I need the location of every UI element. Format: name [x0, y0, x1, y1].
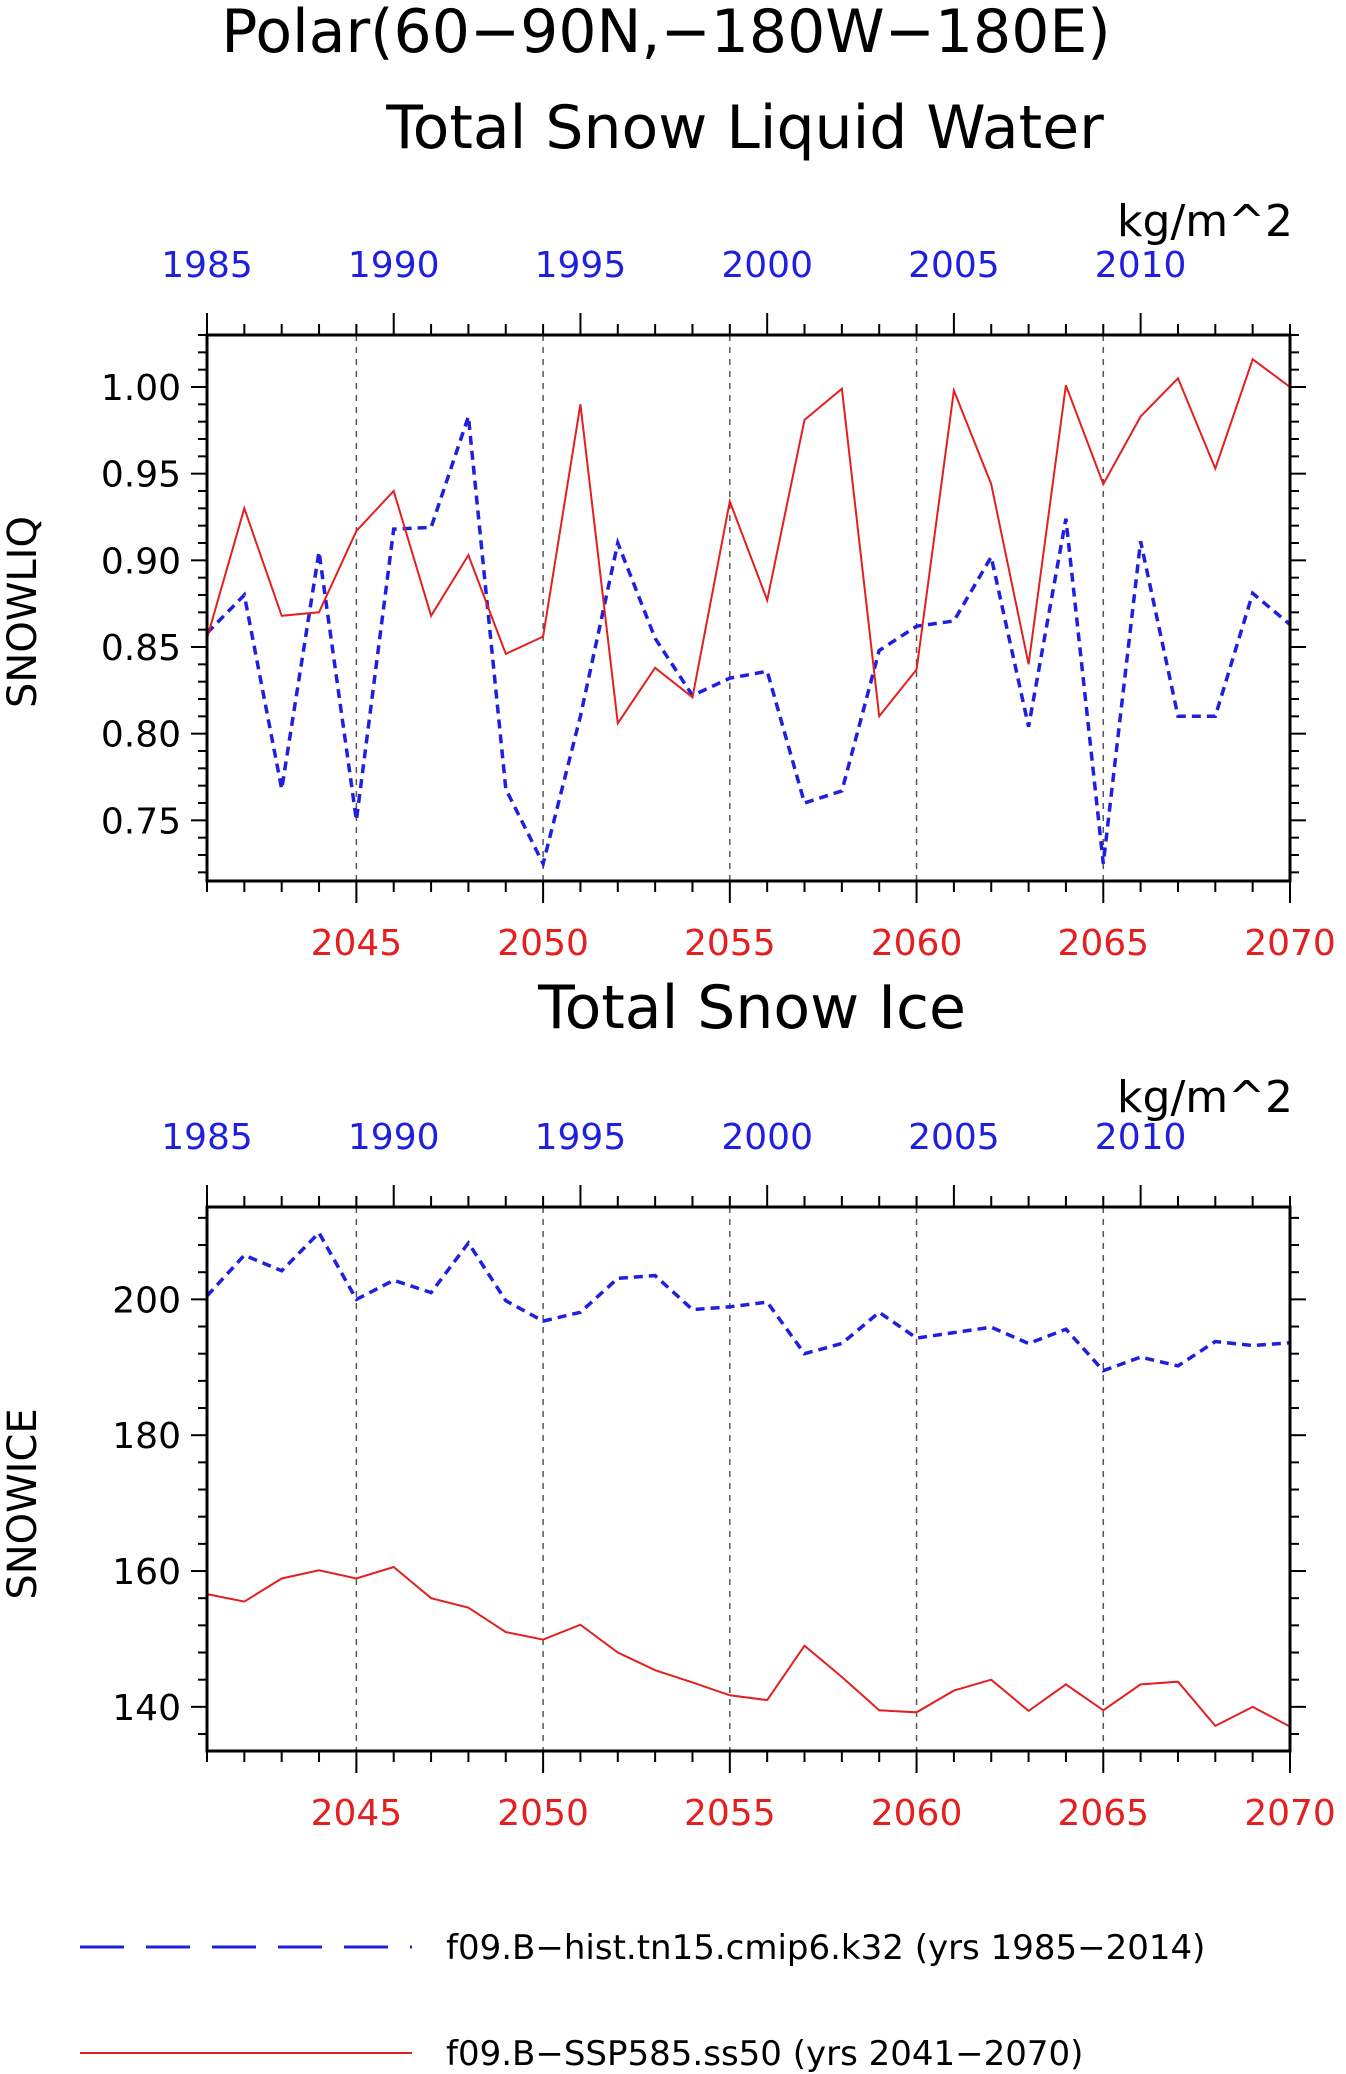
- x-bottom-tick-label: 2045: [311, 923, 403, 964]
- y-tick-label: 0.85: [101, 628, 181, 669]
- panel1-title: Total Snow Liquid Water: [385, 93, 1104, 163]
- x-bottom-tick-label: 2070: [1244, 923, 1336, 964]
- legend-ssp-label: f09.B−SSP585.ss50 (yrs 2041−2070): [446, 2034, 1083, 2074]
- series-line-hist: [205, 1229, 1291, 1373]
- panel2-units: kg/m^2: [1117, 1072, 1293, 1123]
- x-top-tick-label: 1985: [161, 245, 253, 286]
- x-top-tick-label: 2000: [721, 245, 813, 286]
- y-tick-label: 140: [112, 1688, 181, 1729]
- y-tick-label: 160: [112, 1552, 181, 1593]
- x-bottom-tick-label: 2055: [684, 1793, 776, 1834]
- series-line-hist: [205, 415, 1292, 869]
- series-line-ssp: [206, 357, 1291, 727]
- x-top-tick-label: 1990: [348, 1117, 440, 1158]
- x-bottom-tick-label: 2050: [497, 923, 589, 964]
- y-tick-label: 200: [112, 1280, 181, 1321]
- x-bottom-tick-label: 2050: [497, 1793, 589, 1834]
- plot-frame: [205, 333, 1292, 883]
- x-top-tick-label: 2010: [1095, 1117, 1187, 1158]
- x-bottom-tick-label: 2055: [684, 923, 776, 964]
- main-title-line1: Polar(60−90N,−180W−180E): [221, 0, 1110, 67]
- x-bottom-tick-label: 2060: [871, 923, 963, 964]
- x-top-tick-label: 1995: [535, 245, 627, 286]
- y-tick-label: 0.75: [101, 801, 181, 842]
- legend: f09.B−hist.tn15.cmip6.k32 (yrs 1985−2014…: [80, 1928, 1205, 2074]
- plot-frame: [205, 1205, 1292, 1753]
- x-top-tick-label: 1995: [535, 1117, 627, 1158]
- panel-snowliq: kg/m^2 SNOWLIQ 0.75 0.80 0.85 0.90 0.95 1.00 2…: [0, 196, 1336, 964]
- y-tick-label: 0.95: [101, 455, 181, 496]
- y-tick-label: 0.80: [101, 715, 181, 756]
- x-bottom-tick-label: 2060: [871, 1793, 963, 1834]
- y-tick-label: 0.90: [101, 541, 181, 582]
- x-bottom-tick-label: 2065: [1057, 1793, 1149, 1834]
- panel1-units: kg/m^2: [1117, 196, 1293, 247]
- x-top-tick-label: 2005: [908, 1117, 1000, 1158]
- series-line-ssp: [206, 1565, 1291, 1728]
- x-top-tick-label: 2005: [908, 245, 1000, 286]
- x-bottom-tick-label: 2045: [311, 1793, 403, 1834]
- panel-snowice: kg/m^2 SNOWICE 140 160 180 200 2045 2050 2055 2…: [0, 1072, 1336, 1834]
- legend-hist-label: f09.B−hist.tn15.cmip6.k32 (yrs 1985−2014…: [446, 1928, 1205, 1968]
- x-top-tick-label: 1990: [348, 245, 440, 286]
- x-top-tick-label: 1985: [161, 1117, 253, 1158]
- panel1-ylabel: SNOWLIQ: [0, 516, 46, 708]
- x-top-tick-label: 2010: [1095, 245, 1187, 286]
- x-top-tick-label: 2000: [721, 1117, 813, 1158]
- panel2-title: Total Snow Ice: [537, 973, 966, 1043]
- y-tick-label: 180: [112, 1416, 181, 1457]
- x-bottom-tick-label: 2070: [1244, 1793, 1336, 1834]
- panel2-ylabel: SNOWICE: [0, 1408, 46, 1599]
- x-bottom-tick-label: 2065: [1057, 923, 1149, 964]
- y-tick-label: 1.00: [101, 368, 181, 409]
